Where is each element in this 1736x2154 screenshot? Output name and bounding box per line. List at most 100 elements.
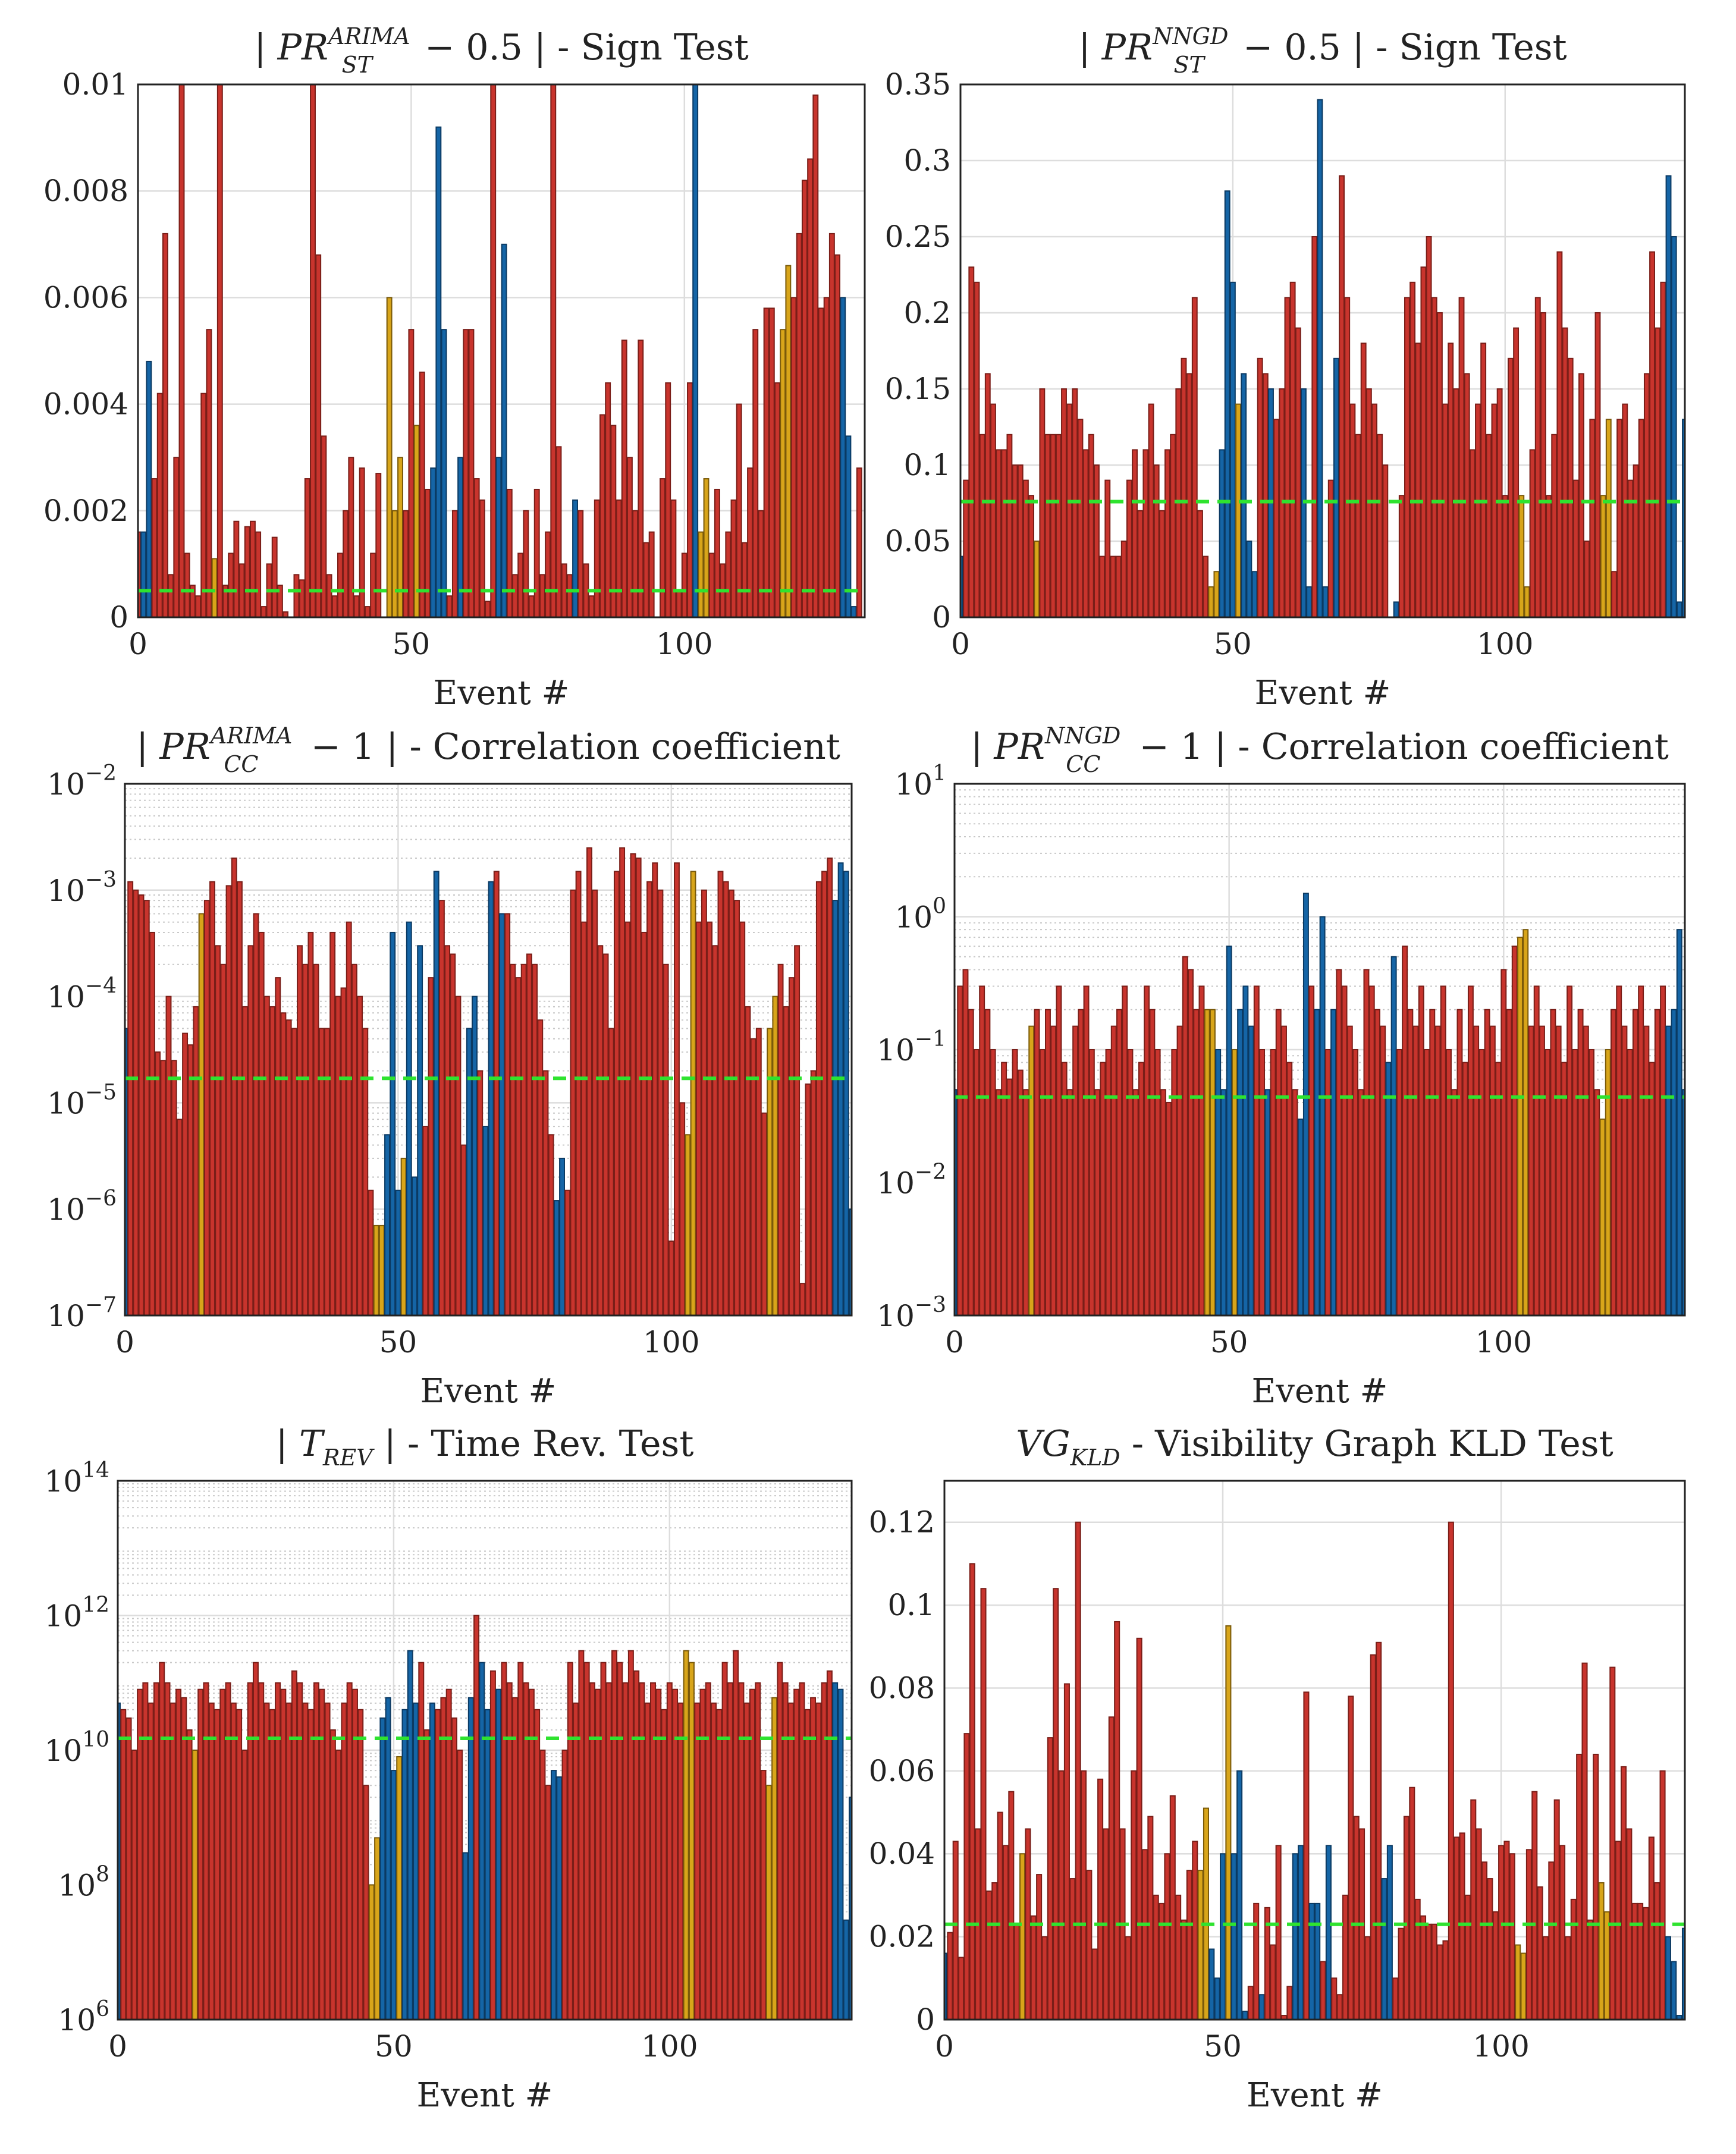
bar (1611, 571, 1617, 617)
bar (401, 1709, 408, 2020)
bar (553, 1200, 560, 1315)
bar (1448, 1521, 1454, 2020)
bar (968, 266, 975, 617)
bar (1546, 495, 1552, 617)
bar (1220, 1853, 1226, 2020)
bar (198, 913, 205, 1315)
bar (610, 425, 617, 617)
bar (368, 1884, 375, 2020)
title-subscript: ST (342, 52, 374, 78)
bar (1275, 1845, 1282, 2020)
bar (1622, 403, 1628, 617)
bar (1565, 1936, 1571, 2020)
bar (1078, 1009, 1084, 1315)
bar (1262, 373, 1269, 617)
bar (747, 467, 753, 617)
bar (1099, 555, 1106, 617)
bar (765, 1785, 772, 2020)
bar (1236, 1770, 1243, 2020)
y-tick-label: 0.05 (885, 524, 951, 558)
bar (269, 1006, 276, 1315)
bar (622, 1682, 629, 2020)
bar (1047, 1737, 1053, 2020)
bar (1540, 312, 1546, 617)
bar (1531, 1791, 1538, 2020)
y-tick-exponent: 0 (933, 894, 946, 919)
bar (236, 1709, 243, 2020)
bar (193, 1006, 199, 1315)
bar (944, 1952, 948, 2020)
bar (220, 963, 227, 1315)
bar (787, 1702, 794, 2020)
bar (1567, 985, 1573, 1315)
bar (600, 1662, 607, 2020)
bar (155, 1051, 161, 1315)
bar (1495, 1062, 1502, 1315)
bar (341, 1702, 347, 2020)
bar (1248, 1025, 1254, 1315)
bar (269, 1709, 275, 2020)
bar (1258, 1994, 1265, 2020)
bar (1487, 1878, 1493, 2020)
bar (1522, 929, 1529, 1315)
bar (532, 963, 538, 1315)
bar (794, 945, 800, 1315)
bar (435, 1709, 441, 2020)
bar (1553, 1799, 1560, 2020)
bar (258, 931, 265, 1315)
bar (1562, 327, 1568, 617)
bar (466, 1028, 472, 1315)
bar (386, 297, 393, 617)
bar (484, 1709, 491, 2020)
bar (149, 931, 155, 1315)
bar (627, 1650, 634, 2020)
bar (353, 595, 360, 617)
bar (537, 1019, 544, 1315)
bar (1006, 1078, 1013, 1315)
bar (499, 913, 505, 1315)
bar (1358, 1089, 1364, 1315)
bar (1204, 1009, 1210, 1315)
bar (1104, 479, 1111, 617)
bar (1281, 1025, 1287, 1315)
title-tail: − 1 | - Correlation coefficient (300, 726, 840, 768)
bar (1188, 969, 1194, 1315)
y-tick-exponent: −4 (85, 974, 117, 998)
bar (1066, 1089, 1073, 1315)
bar (363, 1785, 369, 2020)
bar (616, 499, 622, 617)
y-tick-base: 10 (45, 1599, 83, 1634)
bar (1398, 495, 1405, 617)
bar (679, 1102, 686, 1315)
bar (550, 84, 557, 617)
bar (1598, 1882, 1605, 2020)
bar (990, 1049, 996, 1315)
bar (1550, 1009, 1556, 1315)
bar (1008, 1791, 1015, 2020)
bar (666, 1682, 673, 2020)
bar (1050, 434, 1056, 617)
bar (685, 1134, 691, 1315)
bar (957, 985, 963, 1315)
y-tick-label: 10−3 (47, 868, 117, 908)
bar (523, 510, 529, 617)
bar (184, 552, 190, 617)
bar (1208, 586, 1214, 617)
bar (657, 889, 664, 1315)
bar (215, 945, 221, 1315)
bar (1336, 1994, 1343, 2020)
bar (1034, 541, 1040, 617)
bar (1534, 297, 1541, 617)
y-tick-label: 0 (916, 2002, 935, 2037)
bar (670, 499, 677, 617)
bar (346, 1682, 353, 2020)
bar (728, 889, 734, 1315)
bar (843, 871, 849, 1315)
bar (777, 963, 784, 1315)
bar (395, 1189, 401, 1315)
bar (450, 953, 456, 1315)
bar (1303, 1691, 1310, 2020)
bar (1587, 1919, 1593, 2020)
y-tick-exponent: −3 (85, 868, 117, 892)
bar (252, 1662, 259, 2020)
